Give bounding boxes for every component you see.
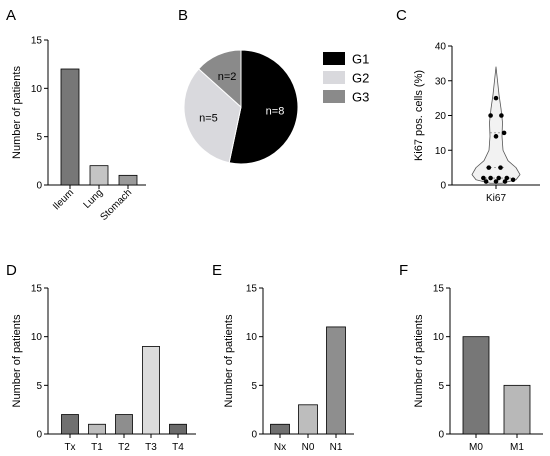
y-tick-label: 30 bbox=[435, 76, 447, 87]
y-tick-label: 0 bbox=[36, 181, 42, 192]
bar-t3 bbox=[142, 345, 160, 435]
x-tick-label: T4 bbox=[172, 442, 184, 453]
data-point bbox=[496, 175, 502, 181]
bar-m0 bbox=[462, 336, 490, 435]
y-tick-label: 0 bbox=[36, 430, 42, 441]
pie-slice-label: n=2 bbox=[218, 71, 237, 83]
y-tick-label: 40 bbox=[435, 42, 447, 53]
data-point bbox=[499, 113, 504, 118]
data-point bbox=[502, 179, 508, 184]
data-point bbox=[493, 134, 499, 139]
x-tick-label: Tx bbox=[64, 442, 75, 453]
x-tick-label: Lung bbox=[82, 187, 106, 211]
y-tick-label: 10 bbox=[31, 332, 43, 343]
data-point bbox=[486, 165, 492, 170]
x-tick-label: N0 bbox=[302, 442, 315, 453]
x-tick-label: T1 bbox=[91, 442, 103, 453]
x-tick-label: Ki67 bbox=[486, 193, 506, 204]
bar-t1 bbox=[88, 423, 106, 435]
x-tick-label: Nx bbox=[274, 442, 286, 453]
y-tick-label: 5 bbox=[251, 381, 257, 392]
chart-c: 0 10 20 30 40 Ki67 Ki67 pos. cells (%) bbox=[413, 42, 540, 204]
panel-letter-b: B bbox=[178, 7, 188, 24]
x-tick-label: T3 bbox=[145, 442, 157, 453]
y-tick-label: 15 bbox=[31, 36, 43, 47]
pie-slice-g1 bbox=[228, 49, 299, 165]
y-tick-label: 15 bbox=[246, 284, 258, 295]
x-tick-label: M0 bbox=[469, 442, 483, 453]
bar-stomach bbox=[118, 174, 138, 186]
y-axis-title: Number of patients bbox=[413, 314, 425, 407]
y-tick-label: 15 bbox=[31, 284, 43, 295]
data-point bbox=[488, 113, 493, 118]
y-tick-label: 10 bbox=[433, 332, 445, 343]
data-point bbox=[504, 175, 510, 181]
y-tick-label: 10 bbox=[31, 84, 43, 95]
y-tick-label: 5 bbox=[36, 132, 42, 143]
bar-nx bbox=[270, 423, 290, 435]
chart-d: 0 5 10 15 Number of patients Tx T1 T2 T3 T4 bbox=[11, 284, 196, 453]
x-tick-label: N1 bbox=[330, 442, 343, 453]
x-tick-label: Ileum bbox=[51, 187, 76, 212]
panel-letter-e: E bbox=[212, 262, 222, 279]
bar-t4 bbox=[169, 423, 187, 435]
data-point bbox=[481, 175, 486, 181]
y-axis-title: Ki67 pos. cells (%) bbox=[413, 70, 425, 161]
data-point bbox=[501, 130, 507, 136]
y-tick-label: 10 bbox=[246, 332, 258, 343]
bar-t2 bbox=[115, 414, 133, 435]
x-tick-label: T2 bbox=[118, 442, 130, 453]
legend-label: G3 bbox=[352, 90, 369, 105]
panel-letter-c: C bbox=[396, 7, 407, 24]
y-axis-title: Number of patients bbox=[11, 66, 23, 159]
chart-e: 0 5 10 15 Number of patients Nx N0 N1 bbox=[223, 284, 354, 453]
data-point bbox=[483, 179, 489, 184]
bar-ileum bbox=[60, 68, 80, 186]
legend-swatch-g3 bbox=[323, 90, 345, 103]
bar-tx bbox=[61, 414, 79, 435]
y-tick-label: 5 bbox=[36, 381, 42, 392]
y-axis-title: Number of patients bbox=[11, 314, 23, 407]
pie-slice-g3 bbox=[197, 49, 242, 109]
x-tick-label: M1 bbox=[510, 442, 524, 453]
bar-n0 bbox=[298, 404, 318, 435]
panel-letter-d: D bbox=[6, 262, 17, 279]
pie-slice-label: n=5 bbox=[199, 113, 218, 125]
panel-letter-a: A bbox=[6, 7, 16, 24]
y-tick-label: 20 bbox=[435, 111, 447, 122]
bar-n1 bbox=[326, 326, 346, 435]
data-point bbox=[493, 179, 499, 184]
legend-label: G2 bbox=[352, 71, 369, 86]
y-tick-label: 10 bbox=[435, 146, 447, 157]
y-tick-label: 0 bbox=[251, 430, 257, 441]
pie-slice-label: n=8 bbox=[266, 106, 285, 118]
pie-slice-g2 bbox=[183, 68, 242, 164]
y-tick-label: 15 bbox=[433, 284, 445, 295]
violin-shape bbox=[471, 66, 521, 184]
bar-lung bbox=[89, 165, 109, 186]
bar-m1 bbox=[503, 384, 531, 435]
x-tick-label: Stomach bbox=[98, 187, 134, 223]
panel-letter-f: F bbox=[399, 262, 408, 279]
legend-label: G1 bbox=[352, 52, 369, 67]
y-axis-title: Number of patients bbox=[223, 314, 235, 407]
y-tick-label: 0 bbox=[440, 181, 446, 192]
y-tick-label: 0 bbox=[438, 430, 444, 441]
legend-swatch-g1 bbox=[323, 52, 345, 65]
legend-swatch-g2 bbox=[323, 71, 345, 84]
chart-b: n=8 n=5 n=2 G1 G2 G3 bbox=[183, 49, 369, 165]
data-point bbox=[493, 95, 499, 101]
chart-f: 0 5 10 15 Number of patients M0 M1 bbox=[413, 284, 543, 453]
y-tick-label: 5 bbox=[438, 381, 444, 392]
data-point bbox=[510, 177, 516, 183]
data-point bbox=[498, 165, 503, 170]
data-point bbox=[488, 175, 493, 181]
